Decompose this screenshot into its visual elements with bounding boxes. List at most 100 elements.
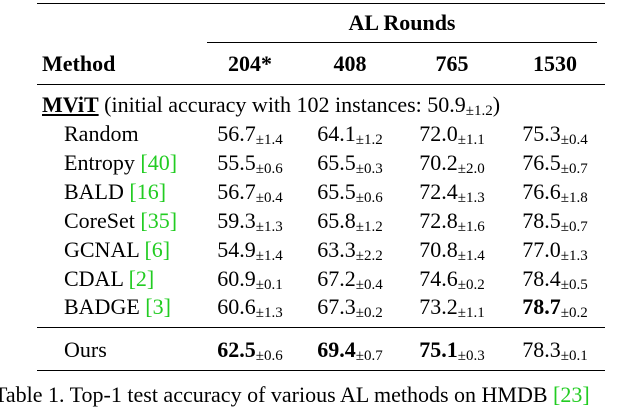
score-value: 78.7 xyxy=(522,294,561,320)
score-value: 54.9 xyxy=(217,236,256,262)
method-cell: CoreSet [35] xyxy=(64,207,177,233)
method-cell: BADGE [3] xyxy=(64,295,171,319)
score-std: ±0.4 xyxy=(255,189,283,206)
score-value: 78.3 xyxy=(522,337,561,362)
score-cell: 54.9±1.4 xyxy=(198,236,302,265)
score-cell: 67.3±0.2 xyxy=(298,295,402,322)
score-value: 72.8 xyxy=(419,207,458,233)
caption-ref: [23] xyxy=(553,382,590,407)
top-rule xyxy=(37,3,605,5)
method-name: CoreSet xyxy=(64,207,135,233)
score-std: ±0.6 xyxy=(255,348,283,364)
section-pm: ±1.2 xyxy=(465,103,493,119)
score-cell: 74.6±0.2 xyxy=(400,265,504,294)
method-name: GCNAL xyxy=(64,236,139,262)
score-std: ±1.2 xyxy=(355,218,383,235)
citation: [40] xyxy=(140,149,178,175)
score-value: 62.5 xyxy=(217,337,256,362)
score-cell: 59.3±1.3 xyxy=(198,207,302,236)
caption-text: Table 1. Top-1 test accuracy of various … xyxy=(0,382,548,407)
method-cell: BALD [16] xyxy=(64,178,167,204)
score-value: 64.1 xyxy=(317,121,356,146)
score-value: 60.6 xyxy=(217,294,256,320)
score-cell: 65.8±1.2 xyxy=(298,207,402,236)
score-cell: 78.5±0.7 xyxy=(503,207,607,236)
citation: [3] xyxy=(145,294,171,320)
method-cell: Random xyxy=(64,122,139,146)
score-cell: 78.7±0.2 xyxy=(503,295,607,322)
score-std: ±0.2 xyxy=(355,305,383,322)
score-std: ±0.7 xyxy=(355,348,383,364)
score-cell: 70.8±1.4 xyxy=(400,236,504,265)
method-name: Ours xyxy=(64,337,107,362)
score-value: 70.8 xyxy=(419,236,458,262)
score-std: ±0.5 xyxy=(560,276,588,293)
column-header: 408 xyxy=(333,51,367,76)
score-std: ±0.1 xyxy=(255,276,283,293)
score-std: ±0.4 xyxy=(355,276,383,293)
group-header: AL Rounds xyxy=(348,10,456,35)
score-cell: 73.2±1.1 xyxy=(400,295,504,322)
citation: [16] xyxy=(129,178,167,204)
score-value: 78.5 xyxy=(522,207,561,233)
score-cell: 65.5±0.6 xyxy=(298,178,402,207)
score-value: 55.5 xyxy=(217,149,256,175)
score-std: ±2.2 xyxy=(355,247,383,264)
score-cell: 76.5±0.7 xyxy=(503,149,607,178)
method-cell: Entropy [40] xyxy=(64,149,178,175)
score-cell: 70.2±2.0 xyxy=(400,149,504,178)
column-header: 1530 xyxy=(533,51,577,76)
score-value: 65.8 xyxy=(317,207,356,233)
score-value: 76.6 xyxy=(522,178,561,204)
score-std: ±1.6 xyxy=(457,218,485,235)
score-value: 56.7 xyxy=(217,178,256,204)
header-rule xyxy=(37,84,605,86)
score-cell: 56.7±0.4 xyxy=(198,178,302,207)
score-value: 65.5 xyxy=(317,178,356,204)
score-cell: 69.4±0.7 xyxy=(298,338,402,365)
score-value: 69.4 xyxy=(317,337,356,362)
method-name: CDAL xyxy=(64,265,124,291)
score-value: 76.5 xyxy=(522,149,561,175)
score-cell: 60.9±0.1 xyxy=(198,266,302,294)
score-std: ±1.3 xyxy=(255,305,283,322)
section-text: (initial accuracy with 102 instances: 50… xyxy=(104,92,466,117)
score-cell: 67.2±0.4 xyxy=(298,265,402,294)
method-name: BADGE xyxy=(64,294,140,320)
score-value: 70.2 xyxy=(419,149,458,175)
citation: [6] xyxy=(144,236,171,262)
score-std: ±1.3 xyxy=(255,218,283,235)
score-value: 67.2 xyxy=(317,265,356,291)
score-cell: 55.5±0.6 xyxy=(198,149,302,178)
score-std: ±0.7 xyxy=(560,218,588,235)
score-value: 59.3 xyxy=(217,207,256,233)
column-header: Method xyxy=(42,51,116,76)
score-cell: 75.1±0.3 xyxy=(400,338,504,365)
score-cell: 72.0±1.1 xyxy=(400,122,504,149)
score-std: ±1.2 xyxy=(355,132,383,148)
score-cell: 56.7±1.4 xyxy=(198,122,302,149)
score-cell: 63.3±2.2 xyxy=(298,237,402,265)
method-cell: CDAL [2] xyxy=(64,265,155,291)
score-cell: 64.1±1.2 xyxy=(298,122,402,149)
score-value: 73.2 xyxy=(419,294,458,320)
score-value: 74.6 xyxy=(419,265,458,291)
caption: Table 1. Top-1 test accuracy of various … xyxy=(0,383,590,407)
citation: [2] xyxy=(128,265,155,291)
score-cell: 72.4±1.3 xyxy=(400,179,504,207)
method-name: BALD xyxy=(64,178,124,204)
score-cell: 72.8±1.6 xyxy=(400,207,504,236)
score-value: 65.5 xyxy=(317,149,356,175)
score-std: ±0.3 xyxy=(355,160,383,177)
score-cell: 60.6±1.3 xyxy=(198,295,302,322)
method-name: Random xyxy=(64,121,139,146)
ours-rule xyxy=(37,327,605,329)
bottom-rule xyxy=(37,370,605,372)
score-std: ±0.4 xyxy=(560,132,588,148)
score-std: ±1.1 xyxy=(457,305,485,322)
section-close: ) xyxy=(492,92,501,117)
score-value: 67.3 xyxy=(317,294,356,320)
score-value: 77.0 xyxy=(522,236,561,262)
